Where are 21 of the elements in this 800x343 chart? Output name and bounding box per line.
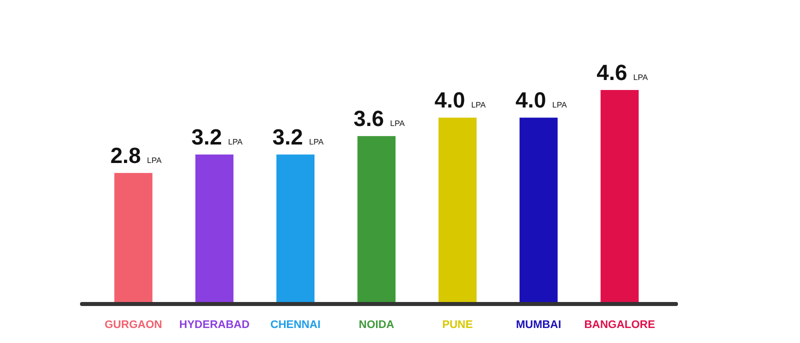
x-tick-label: GURGAON bbox=[104, 319, 162, 331]
bar bbox=[114, 172, 152, 302]
x-tick-label: CHENNAI bbox=[270, 319, 321, 331]
data-label: 3.2 LPA bbox=[191, 124, 244, 150]
x-tick-label: NOIDA bbox=[358, 319, 394, 331]
data-label: 4.0 LPA bbox=[516, 88, 568, 113]
bar bbox=[520, 118, 558, 302]
x-tick-label: PUNE bbox=[442, 319, 473, 331]
x-tick-label: MUMBAI bbox=[516, 319, 562, 331]
x-tick-label: BANGALORE bbox=[584, 319, 656, 331]
bar bbox=[195, 154, 234, 302]
x-tick-label: HYDERABAD bbox=[179, 319, 250, 331]
bar bbox=[438, 118, 477, 302]
bar bbox=[276, 154, 314, 302]
bar bbox=[357, 136, 396, 302]
bar bbox=[600, 90, 639, 302]
data-label: 4.6 LPA bbox=[596, 60, 648, 85]
data-label: 2.8 LPA bbox=[110, 142, 162, 168]
data-label: 3.2 LPA bbox=[272, 124, 324, 150]
data-label: 4.0 LPA bbox=[434, 88, 486, 113]
data-label: 3.6 LPA bbox=[353, 106, 406, 132]
